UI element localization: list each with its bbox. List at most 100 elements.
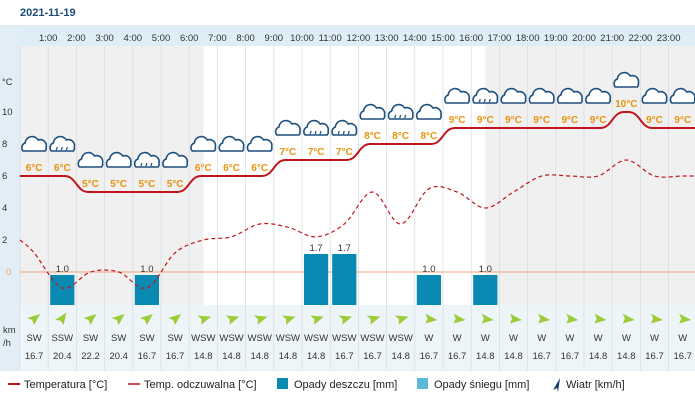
wind-unit-label: /h (3, 338, 11, 349)
wind-speed-label: 20.4 (53, 351, 72, 362)
cloud-shape (500, 87, 527, 104)
hour-label: 14:00 (403, 33, 427, 44)
temp-label: 8°C (392, 131, 409, 142)
rain-drop (337, 130, 340, 135)
hour-label: 8:00 (236, 33, 255, 44)
chart-labels: 1:00 2:00 3:00 4:00 5:00 6:00 7:00 8:00 9:00 10:0… (2, 33, 691, 349)
hour-label: 12:00 (347, 33, 371, 44)
wind-direction-label: W (537, 333, 546, 344)
wind-arrow-icon (650, 313, 663, 324)
rain-bar (50, 275, 75, 305)
hour-label: 23:00 (657, 33, 681, 44)
wind-direction-label: W (622, 333, 631, 344)
wind-arrow-icon (622, 313, 635, 324)
hour-label: 7:00 (208, 33, 227, 44)
temp-label: 9°C (646, 115, 663, 126)
wind-arrow-shape (338, 315, 353, 325)
wind-direction-label: SSW (51, 333, 73, 344)
legend-snow-label: Opady śniegu [mm] (434, 379, 529, 391)
cloud-icon (190, 135, 217, 152)
wind-unit-label: km (3, 325, 16, 336)
rain-drop (140, 162, 143, 167)
wind-direction-label: WSW (219, 333, 243, 344)
rain-drop (55, 146, 58, 151)
wind-speed-label: 14.8 (391, 351, 410, 362)
wind-direction-label: W (481, 333, 490, 344)
cloud-icon (105, 151, 132, 168)
wind-arrow-icon (55, 312, 67, 325)
rain-cloud-icon (303, 119, 330, 136)
legend: Temperatura [°C] Temp. odczuwalna [°C] O… (8, 378, 625, 392)
hour-label: 9:00 (265, 33, 284, 44)
rain-drop (309, 130, 312, 135)
wind-arrow-shape (425, 313, 438, 324)
rain-cloud-icon (472, 87, 499, 104)
wind-arrow-shape (509, 313, 522, 324)
wind-speed-label: 16.7 (532, 351, 551, 362)
hour-label: 20:00 (572, 33, 596, 44)
wind-direction-label: SW (111, 333, 126, 344)
hour-label: 13:00 (375, 33, 399, 44)
cloud-shape (444, 87, 471, 104)
temp-label: 6°C (26, 163, 43, 174)
wind-direction-label: W (453, 333, 462, 344)
wind-speed-label: 16.7 (645, 351, 664, 362)
rain-cloud-icon (331, 119, 358, 136)
wind-arrow-shape (538, 313, 551, 324)
rain-bar (134, 275, 159, 305)
rain-bar (332, 254, 357, 305)
legend-wind-icon (553, 378, 560, 392)
weather-icons (21, 71, 695, 168)
hour-label: 1:00 (39, 33, 58, 44)
wind-speed-label: 16.7 (420, 351, 439, 362)
cloud-shape (190, 135, 217, 152)
hour-label: 3:00 (95, 33, 114, 44)
cloud-shape (556, 87, 583, 104)
wind-arrow-shape (225, 315, 240, 325)
hour-label: 17:00 (488, 33, 512, 44)
wind-arrow-shape (139, 314, 153, 325)
cloud-shape (21, 135, 48, 152)
chart-grid (19, 46, 695, 370)
temp-label: 9°C (505, 115, 522, 126)
cloud-shape (641, 87, 668, 104)
rain-bar-label: 1.7 (309, 243, 322, 254)
hour-label: 21:00 (600, 33, 624, 44)
wind-speed-label: 14.8 (589, 351, 608, 362)
rain-bar-label: 1.7 (338, 243, 351, 254)
wind-arrow-shape (55, 312, 67, 325)
wind-arrow-shape (310, 315, 324, 325)
wind-arrow-icon (139, 314, 153, 325)
rain-drop (399, 114, 402, 119)
wind-arrow-shape (594, 313, 607, 324)
wind-direction-label: SW (83, 333, 98, 344)
temperature-line (20, 111, 695, 193)
temp-label: 10°C (615, 99, 637, 110)
cloud-icon (444, 87, 471, 104)
cloud-shape (331, 119, 358, 136)
rain-drop (483, 98, 486, 103)
wind-direction-label: WSW (276, 333, 300, 344)
wind-speed-label: 14.8 (617, 351, 636, 362)
cloud-shape (133, 151, 160, 168)
wind-direction-label: W (424, 333, 433, 344)
rain-bar-label: 1.0 (140, 264, 153, 275)
wind-arrow-shape (197, 315, 212, 325)
temperature-lines (19, 111, 695, 289)
rain-drop (394, 114, 397, 119)
rain-cloud-icon (387, 103, 414, 120)
wind-direction-label: WSW (304, 333, 328, 344)
rain-drop (319, 130, 322, 135)
rain-bars (50, 254, 498, 305)
cloud-shape (613, 71, 640, 88)
cloud-icon (641, 87, 668, 104)
wind-direction-label: WSW (332, 333, 356, 344)
rain-bar (416, 275, 441, 305)
temp-label: 5°C (110, 179, 127, 190)
wind-speed-label: 16.7 (335, 351, 354, 362)
wind-speed-label: 14.8 (504, 351, 523, 362)
cloud-icon (77, 151, 104, 168)
wind-speed-label: 16.7 (166, 351, 185, 362)
wind-direction-label: W (678, 333, 687, 344)
